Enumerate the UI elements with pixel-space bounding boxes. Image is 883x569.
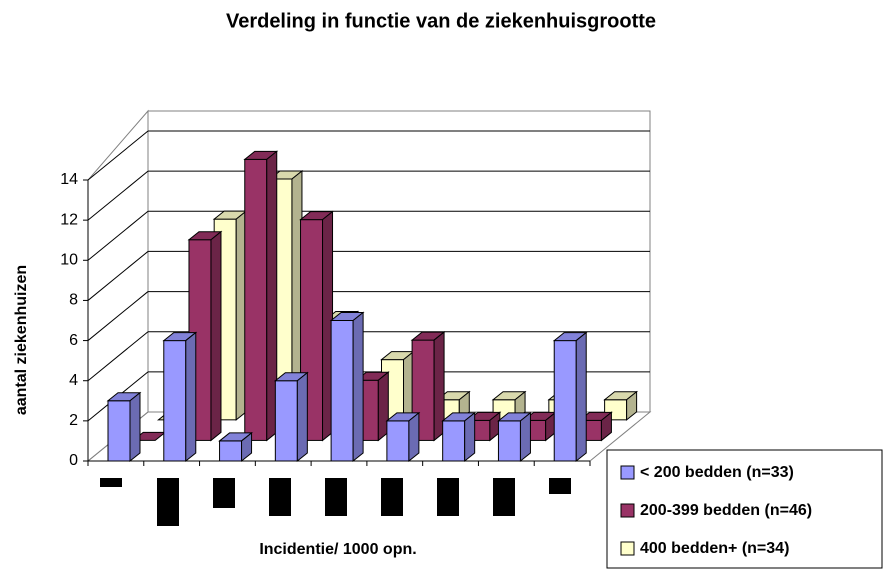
legend-label: 200-399 bedden (n=46) (640, 502, 812, 519)
bar-front (274, 380, 298, 462)
redacted-label (325, 478, 347, 516)
bar-side (241, 431, 253, 463)
bar-front (219, 440, 243, 462)
bar-front (163, 340, 187, 462)
bar (410, 331, 446, 442)
redacted-label (100, 478, 122, 487)
bar (218, 431, 253, 463)
legend-swatch (620, 465, 635, 480)
legend-swatch (620, 541, 635, 556)
bar-front (330, 320, 354, 462)
bar-side (129, 391, 141, 463)
grid-line (87, 291, 149, 341)
legend-swatch (620, 503, 635, 518)
bar (441, 411, 477, 463)
grid-line (87, 251, 149, 301)
bar-side (464, 411, 476, 463)
bar-front (244, 158, 268, 441)
grid-line (87, 130, 149, 181)
legend-label: 400 bedden+ (n=34) (640, 540, 789, 557)
redacted-label (493, 478, 515, 516)
bar (552, 331, 588, 463)
redacted-label (213, 478, 235, 508)
legend-label: < 200 bedden (n=33) (640, 464, 794, 481)
bar-side (408, 411, 420, 463)
bar-side (210, 230, 222, 442)
bar (385, 411, 421, 463)
bar-front (442, 420, 466, 462)
bar-side (575, 331, 587, 463)
redacted-label (381, 478, 403, 516)
bar-side (519, 411, 531, 463)
bar (162, 331, 198, 463)
bar (299, 210, 334, 442)
bar-front (497, 420, 521, 462)
y-tick-label: 6 (69, 332, 78, 349)
y-tick-label: 0 (69, 452, 78, 469)
bar-front (553, 340, 577, 462)
redacted-label (549, 478, 571, 494)
bar (497, 411, 532, 463)
y-tick-label: 8 (69, 292, 78, 309)
redacted-label (269, 478, 291, 516)
chart-title: Verdeling in functie van de ziekenhuisgr… (226, 10, 656, 32)
bar-side (626, 390, 638, 421)
bar-side (352, 311, 364, 463)
x-axis-label: Incidentie/ 1000 opn. (259, 541, 416, 558)
y-tick-label: 4 (69, 372, 78, 389)
redacted-label (437, 478, 459, 516)
bar (243, 150, 279, 442)
grid-line (87, 170, 149, 221)
legend-box (606, 449, 883, 569)
bar (522, 411, 558, 442)
bar-front (107, 400, 131, 462)
redacted-label (157, 478, 179, 526)
bar (273, 371, 309, 463)
y-tick-label: 12 (60, 211, 78, 228)
bar-side (600, 411, 612, 442)
bar-front (386, 420, 410, 462)
grid-line (87, 210, 149, 261)
grid-line (87, 331, 149, 382)
y-axis-label: aantal ziekenhuizen (13, 265, 30, 415)
bar-side (185, 331, 197, 463)
bar (329, 311, 365, 463)
bar-side (296, 371, 308, 463)
y-tick-label: 2 (69, 412, 78, 429)
y-tick-label: 10 (60, 252, 78, 269)
y-tick-label: 14 (60, 171, 78, 188)
bar (106, 391, 142, 463)
